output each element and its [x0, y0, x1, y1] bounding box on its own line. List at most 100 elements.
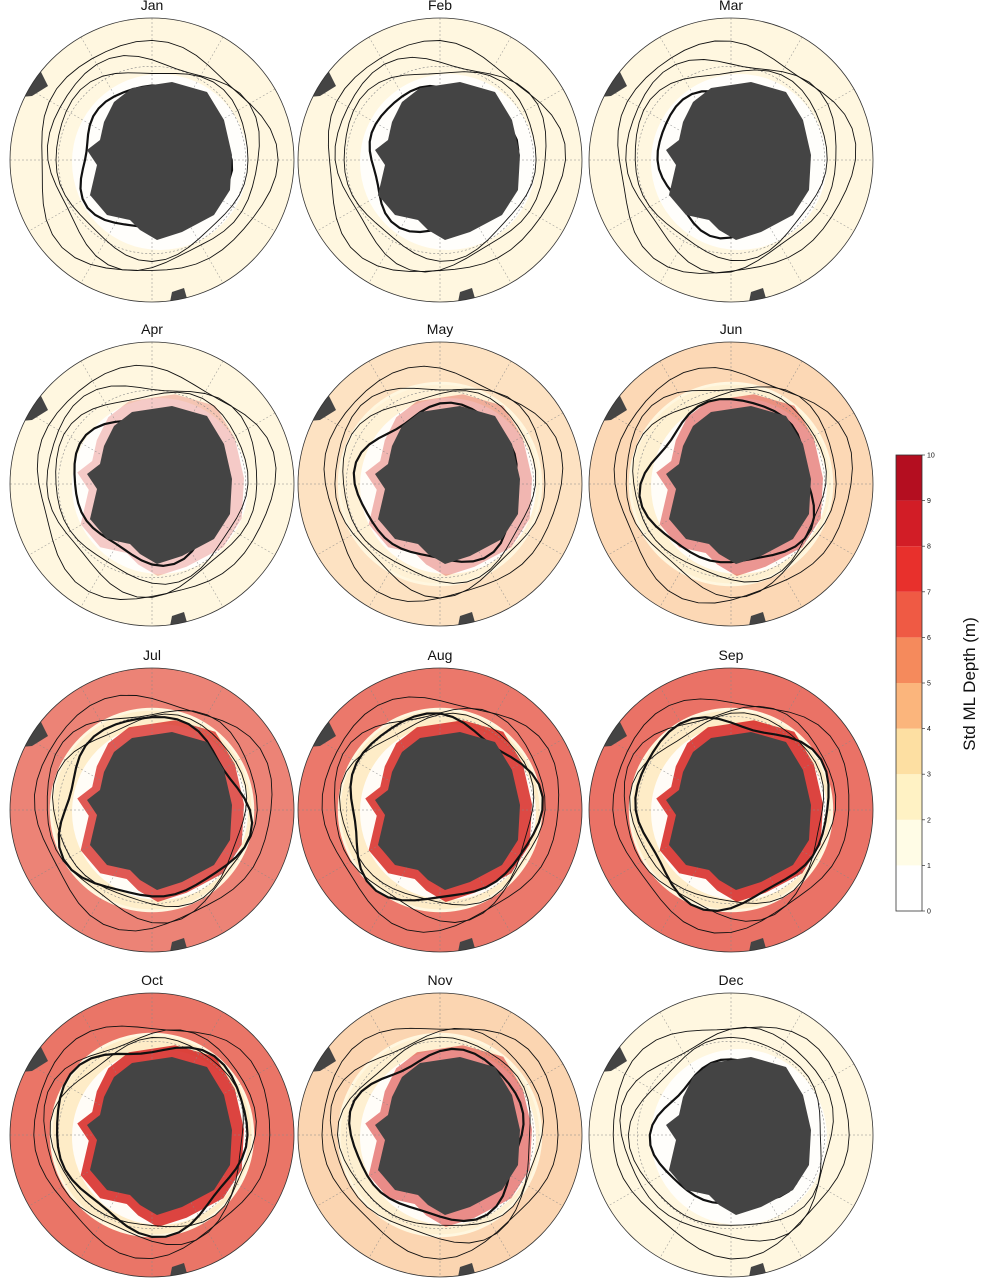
sea-ice-edge-contour: [55, 1046, 249, 1239]
colorbar-tick-label: 10: [927, 453, 935, 460]
colorbar-swatch: [896, 728, 922, 775]
front-contour: [625, 59, 837, 274]
front-contour: [343, 71, 537, 262]
map-panel: Jun: [588, 321, 874, 627]
colorbar-swatches: [896, 455, 922, 911]
map-panel: Apr: [9, 321, 295, 627]
map-panel: May: [297, 321, 583, 627]
antarctica-landmass: [666, 1057, 811, 1215]
month-title: Nov: [428, 972, 453, 988]
antarctica-landmass: [375, 406, 520, 564]
map-boundary: [588, 341, 874, 627]
front-contour: [619, 1026, 834, 1242]
map-panel: Sep: [588, 647, 874, 953]
month-title: Apr: [141, 321, 163, 337]
sea-ice-edge-contour: [634, 716, 830, 913]
antarctica-landmass: [666, 406, 811, 564]
front-contour: [327, 40, 566, 272]
map-boundary: [297, 667, 583, 953]
front-contour: [623, 705, 837, 922]
colorbar-tick-label: 5: [927, 681, 931, 688]
map-panels: Jan Feb Mar Apr May Jun Jul Aug Sep Oct Nov Dec: [9, 0, 874, 1278]
front-contour: [337, 1036, 531, 1226]
front-contour: [43, 1029, 257, 1245]
map-panel: Feb: [297, 0, 583, 303]
map-panel: Dec: [588, 972, 874, 1278]
month-title: Oct: [141, 972, 163, 988]
front-contour: [627, 1036, 822, 1226]
colorbar-swatch: [896, 546, 922, 592]
colorbar-tick-label: 3: [927, 772, 931, 779]
front-contour: [632, 389, 827, 583]
map-boundary: [297, 17, 583, 303]
front-contour: [625, 386, 837, 599]
front-contour: [617, 40, 857, 274]
map-boundary: [588, 17, 874, 303]
colorbar-swatch: [896, 637, 922, 683]
map-panel: Aug: [297, 647, 583, 953]
colorbar-tick-label: 1: [927, 863, 931, 870]
colorbar-swatch: [896, 455, 922, 501]
colorbar-tick-label: 0: [927, 909, 931, 916]
month-title: Aug: [428, 647, 453, 663]
front-contour: [46, 55, 260, 272]
front-contour: [321, 1027, 559, 1260]
colorbar-tick-label: 4: [927, 726, 931, 733]
colorbar-swatch: [896, 865, 922, 911]
front-contour: [34, 694, 273, 932]
colorbar-swatch: [896, 683, 922, 729]
map-boundary: [297, 341, 583, 627]
map-boundary: [588, 667, 874, 953]
colorbar-swatch: [896, 774, 922, 820]
front-contour: [46, 385, 258, 598]
month-title: Dec: [719, 972, 744, 988]
map-boundary: [9, 17, 295, 303]
front-contour: [46, 710, 258, 924]
sea-ice-edge-contour: [348, 1047, 525, 1223]
front-contour: [33, 1025, 271, 1260]
map-boundary: [297, 992, 583, 1278]
front-contour: [634, 69, 828, 262]
colorbar-swatch: [896, 591, 922, 638]
sea-ice-edge-contour: [349, 712, 544, 902]
front-contour: [41, 39, 279, 271]
front-contour: [321, 696, 560, 933]
front-contour: [629, 712, 825, 904]
map-boundary: [9, 667, 295, 953]
colorbar-tick-label: 2: [927, 817, 931, 824]
map-panel: Jul: [9, 647, 295, 953]
month-title: Jun: [720, 321, 743, 337]
colorbar-tick-label: 9: [927, 498, 931, 505]
sea-ice-edge-contour: [57, 716, 254, 898]
antarctica-landmass: [87, 82, 232, 240]
front-contour: [339, 712, 535, 906]
sea-ice-edge-contour: [638, 397, 816, 564]
map-panel: Jan: [9, 0, 295, 303]
map-boundary: [588, 992, 874, 1278]
front-contour: [334, 707, 546, 923]
antarctica-landmass: [375, 82, 520, 240]
antarctica-landmass: [87, 1057, 232, 1215]
antarctica-landmass: [375, 732, 520, 890]
month-title: Jul: [143, 647, 161, 663]
antarctica-landmass: [666, 82, 811, 240]
colorbar-label: Std ML Depth (m): [960, 617, 979, 751]
antarctica-landmass: [87, 406, 232, 564]
map-panel: Mar: [588, 0, 874, 303]
front-contour: [334, 387, 546, 599]
month-title: Jan: [141, 0, 164, 13]
colorbar-ticks: 0 1 2 3 4 5 6 7 8 9 10: [922, 453, 935, 916]
front-contour: [52, 713, 248, 907]
month-title: Sep: [719, 647, 744, 663]
colorbar: 0 1 2 3 4 5 6 7 8 9 10 Std ML Depth (m): [895, 453, 979, 916]
month-title: May: [427, 321, 453, 337]
antarctica-landmass: [375, 1057, 520, 1215]
front-contour: [342, 390, 537, 584]
map-boundary: [9, 341, 295, 627]
map-panel: Oct: [9, 972, 295, 1278]
antarctica-landmass: [87, 732, 232, 890]
front-contour: [613, 367, 853, 604]
front-contour: [334, 56, 547, 273]
colorbar-tick-label: 8: [927, 544, 931, 551]
